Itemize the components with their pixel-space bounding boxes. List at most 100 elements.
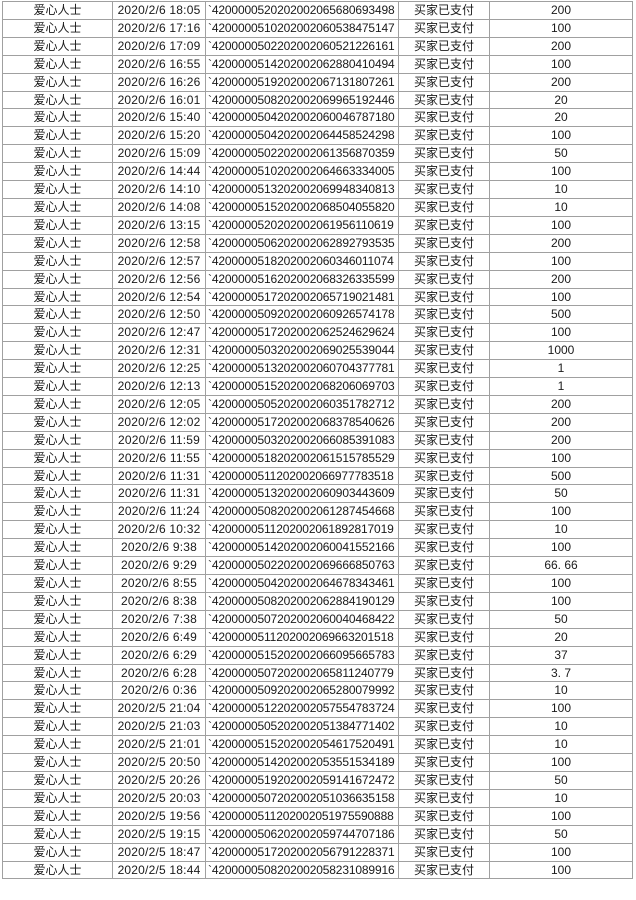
amount-cell: 50: [489, 824, 633, 844]
table-row: 爱心人士 2020/2/6 15:20 `4200000504202002064…: [2, 126, 633, 146]
table-row: 爱心人士 2020/2/6 16:55 `4200000514202002062…: [2, 54, 633, 74]
payment-datetime-cell: 2020/2/5 19:56: [112, 806, 206, 826]
amount-cell: 50: [489, 609, 633, 629]
payment-status-cell: 买家已支付: [398, 538, 490, 558]
transaction-id-cell: `4200000519202002067131807261: [205, 72, 399, 92]
payment-status-cell: 买家已支付: [398, 269, 490, 289]
table-row: 爱心人士 2020/2/6 16:01 `4200000508202002069…: [2, 90, 633, 110]
payment-status-cell: 买家已支付: [398, 144, 490, 164]
transaction-id-cell: `4200000518202002061515785529: [205, 448, 399, 468]
amount-cell: 10: [489, 788, 633, 808]
payment-status-cell: 买家已支付: [398, 394, 490, 414]
donor-name-cell: 爱心人士: [2, 197, 113, 217]
transaction-id-cell: `4200000520202002065680693498: [205, 1, 399, 20]
payment-datetime-cell: 2020/2/6 11:59: [112, 430, 206, 450]
donor-name-cell: 爱心人士: [2, 305, 113, 325]
payment-datetime-cell: 2020/2/5 21:01: [112, 735, 206, 755]
donor-name-cell: 爱心人士: [2, 412, 113, 432]
amount-cell: 20: [489, 627, 633, 647]
payment-datetime-cell: 2020/2/6 12:31: [112, 341, 206, 361]
table-row: 爱心人士 2020/2/6 15:09 `4200000502202002061…: [2, 144, 633, 164]
payment-datetime-cell: 2020/2/6 15:20: [112, 126, 206, 146]
amount-cell: 100: [489, 215, 633, 235]
payment-datetime-cell: 2020/2/6 7:38: [112, 609, 206, 629]
amount-cell: 100: [489, 699, 633, 719]
donor-name-cell: 爱心人士: [2, 753, 113, 772]
table-row: 爱心人士 2020/2/6 8:38 `42000005082020020628…: [2, 591, 633, 611]
payment-datetime-cell: 2020/2/6 12:47: [112, 323, 206, 343]
payment-status-cell: 买家已支付: [398, 233, 490, 253]
payment-datetime-cell: 2020/2/5 21:03: [112, 717, 206, 737]
payment-datetime-cell: 2020/2/6 16:26: [112, 72, 206, 92]
amount-cell: 1000: [489, 341, 633, 361]
amount-cell: 66. 66: [489, 556, 633, 575]
donor-name-cell: 爱心人士: [2, 842, 113, 862]
amount-cell: 50: [489, 770, 633, 790]
transaction-id-cell: `4200000514202002060041552166: [205, 538, 399, 558]
payment-status-cell: 买家已支付: [398, 770, 490, 790]
donor-name-cell: 爱心人士: [2, 36, 113, 56]
transaction-id-cell: `4200000510202002064663334005: [205, 162, 399, 182]
table-row: 爱心人士 2020/2/5 21:03 `4200000505202002051…: [2, 717, 633, 737]
donor-name-cell: 爱心人士: [2, 645, 113, 665]
payment-status-cell: 买家已支付: [398, 54, 490, 74]
transaction-id-cell: `4200000504202002060046787180: [205, 108, 399, 128]
amount-cell: 100: [489, 860, 633, 880]
table-row: 爱心人士 2020/2/6 6:49 `42000005112020020696…: [2, 627, 633, 647]
transaction-id-cell: `4200000504202002064458524298: [205, 126, 399, 146]
table-row: 爱心人士 2020/2/6 6:29 `42000005152020020660…: [2, 645, 633, 665]
payment-datetime-cell: 2020/2/5 19:15: [112, 824, 206, 844]
transaction-id-cell: `4200000511202002066977783518: [205, 466, 399, 486]
table-row: 爱心人士 2020/2/6 12:47 `4200000517202002062…: [2, 323, 633, 343]
transaction-id-cell: `4200000507202002060040468422: [205, 609, 399, 629]
transaction-id-cell: `4200000506202002062892793535: [205, 233, 399, 253]
table-row: 爱心人士 2020/2/5 18:47 `4200000517202002056…: [2, 842, 633, 862]
amount-cell: 200: [489, 394, 633, 414]
amount-cell: 100: [489, 54, 633, 74]
donor-name-cell: 爱心人士: [2, 162, 113, 182]
payment-status-cell: 买家已支付: [398, 162, 490, 182]
table-row: 爱心人士 2020/2/6 14:10 `4200000513202002069…: [2, 180, 633, 199]
payment-datetime-cell: 2020/2/5 18:47: [112, 842, 206, 862]
payment-datetime-cell: 2020/2/5 20:26: [112, 770, 206, 790]
transaction-id-cell: `4200000505202002051384771402: [205, 717, 399, 737]
payment-status-cell: 买家已支付: [398, 753, 490, 772]
transaction-id-cell: `4200000515202002068206069703: [205, 377, 399, 396]
payment-status-cell: 买家已支付: [398, 412, 490, 432]
donor-name-cell: 爱心人士: [2, 269, 113, 289]
payment-status-cell: 买家已支付: [398, 591, 490, 611]
donor-name-cell: 爱心人士: [2, 681, 113, 701]
transaction-id-cell: `4200000517202002056791228371: [205, 842, 399, 862]
table-row: 爱心人士 2020/2/5 18:44 `4200000508202002058…: [2, 860, 633, 880]
amount-cell: 100: [489, 126, 633, 146]
transaction-id-cell: `4200000520202002061956110619: [205, 215, 399, 235]
transaction-id-cell: `4200000519202002059141672472: [205, 770, 399, 790]
donor-name-cell: 爱心人士: [2, 377, 113, 396]
payment-datetime-cell: 2020/2/6 12:54: [112, 287, 206, 307]
payment-datetime-cell: 2020/2/6 6:28: [112, 663, 206, 683]
table-row: 爱心人士 2020/2/6 12:54 `4200000517202002065…: [2, 287, 633, 307]
table-row: 爱心人士 2020/2/6 0:36 `42000005092020020652…: [2, 681, 633, 701]
transaction-id-cell: `4200000507202002051036635158: [205, 788, 399, 808]
payment-datetime-cell: 2020/2/6 13:15: [112, 215, 206, 235]
amount-cell: 100: [489, 323, 633, 343]
payment-datetime-cell: 2020/2/6 9:38: [112, 538, 206, 558]
transaction-id-cell: `4200000517202002065719021481: [205, 287, 399, 307]
payment-status-cell: 买家已支付: [398, 377, 490, 396]
payment-status-cell: 买家已支付: [398, 430, 490, 450]
amount-cell: 37: [489, 645, 633, 665]
table-row: 爱心人士 2020/2/6 9:38 `42000005142020020600…: [2, 538, 633, 558]
payment-status-cell: 买家已支付: [398, 1, 490, 20]
transaction-id-cell: `4200000506202002059744707186: [205, 824, 399, 844]
table-row: 爱心人士 2020/2/6 12:02 `4200000517202002068…: [2, 412, 633, 432]
amount-cell: 100: [489, 18, 633, 38]
transaction-id-cell: `4200000502202002061356870359: [205, 144, 399, 164]
donor-name-cell: 爱心人士: [2, 860, 113, 880]
donor-name-cell: 爱心人士: [2, 574, 113, 593]
donor-name-cell: 爱心人士: [2, 108, 113, 128]
amount-cell: 100: [489, 806, 633, 826]
table-row: 爱心人士 2020/2/6 11:55 `4200000518202002061…: [2, 448, 633, 468]
transaction-id-cell: `4200000518202002060346011074: [205, 251, 399, 271]
payment-datetime-cell: 2020/2/6 12:50: [112, 305, 206, 325]
amount-cell: 200: [489, 412, 633, 432]
